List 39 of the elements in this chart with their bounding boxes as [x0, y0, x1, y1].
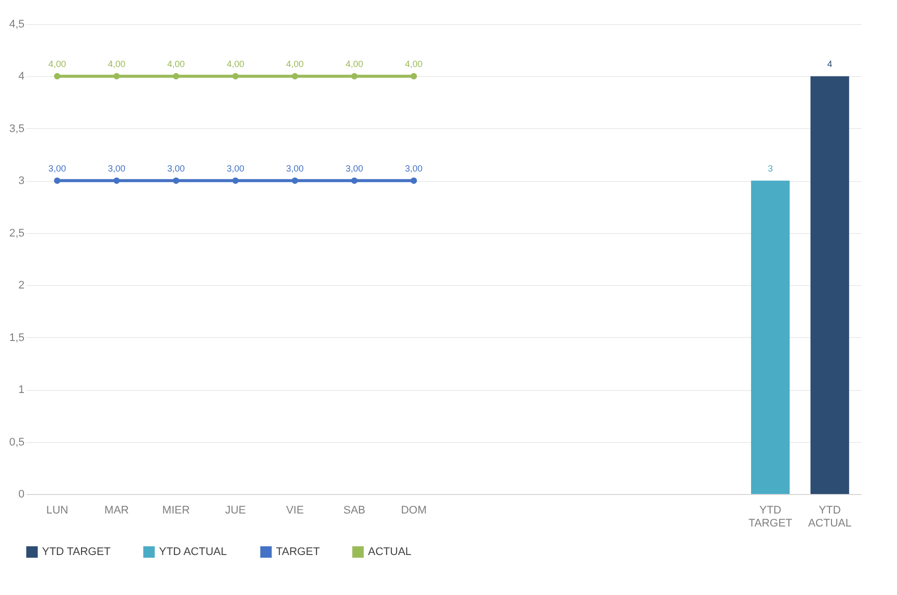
y-tick-label: 0,5 [9, 436, 24, 448]
legend-label: TARGET [276, 546, 320, 558]
data-label: 3,00 [108, 164, 126, 174]
legend-label: YTD ACTUAL [159, 546, 227, 558]
y-tick-label: 0 [18, 488, 24, 500]
data-label: 3,00 [346, 164, 364, 174]
x-tick-label: LUN [46, 504, 68, 516]
x-tick-label: DOM [400, 504, 427, 516]
x-tick-label: MIER [162, 504, 190, 516]
data-label: 3,00 [167, 164, 185, 174]
x-tick-label: YTD TARGET [748, 504, 793, 530]
data-label: 4,00 [48, 59, 66, 70]
data-label: 3,00 [48, 164, 66, 174]
data-label: 3,00 [286, 164, 304, 174]
y-tick-label: 3 [18, 175, 24, 188]
x-tick-label: VIE [286, 504, 304, 516]
data-label: 4,00 [405, 59, 423, 70]
legend-label: YTD TARGET [42, 546, 111, 558]
data-label: 3,00 [405, 164, 423, 174]
x-tick-label: SAB [343, 504, 366, 516]
y-tick-label: 4,5 [9, 18, 24, 30]
x-tick-label: JUE [225, 504, 246, 516]
y-tick-label: 1 [18, 384, 24, 396]
x-tick-label: YTD ACTUAL [808, 504, 852, 530]
y-tick-label: 3,5 [9, 122, 24, 135]
x-tick-label: MAR [104, 504, 129, 516]
y-tick-label: 2 [18, 280, 24, 292]
data-label: 3 [768, 164, 773, 174]
data-label: 4,00 [167, 59, 185, 70]
data-label: 4,00 [226, 59, 244, 70]
data-label: 4,00 [286, 59, 304, 70]
y-tick-label: 1,5 [9, 332, 24, 344]
data-label: 3,00 [226, 164, 244, 174]
data-label: 4,00 [346, 59, 364, 70]
y-tick-label: 4 [18, 70, 24, 83]
data-label: 4 [827, 59, 832, 70]
legend-label: ACTUAL [368, 546, 412, 558]
y-tick-label: 2,5 [9, 227, 24, 240]
data-label: 4,00 [108, 59, 126, 70]
